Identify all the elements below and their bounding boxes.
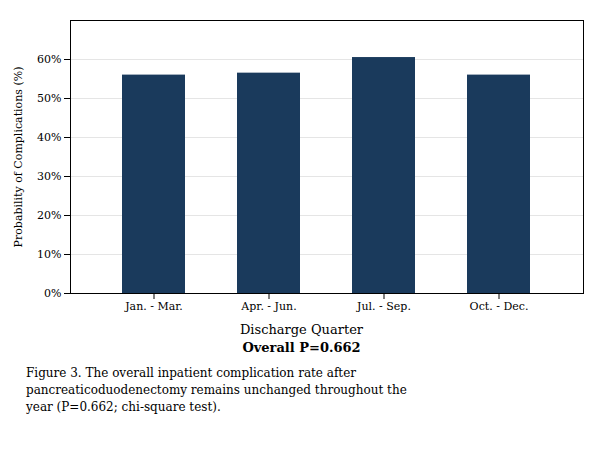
svg-text:50%: 50% xyxy=(37,92,61,105)
svg-text:Apr. - Jun.: Apr. - Jun. xyxy=(240,300,296,313)
svg-text:30%: 30% xyxy=(37,170,61,183)
svg-text:20%: 20% xyxy=(37,209,61,222)
svg-text:60%: 60% xyxy=(37,53,61,66)
html-text:year (P=0.662; chi-square test: year (P=0.662; chi-square test). xyxy=(26,400,221,414)
html-text:Figure 3. The overall inpatien: Figure 3. The overall inpatient complica… xyxy=(26,366,356,380)
svg-text:0%: 0% xyxy=(44,287,61,300)
html-text:pancreaticoduodenectomy remain: pancreaticoduodenectomy remains unchange… xyxy=(26,383,407,397)
svg-text:40%: 40% xyxy=(37,131,61,144)
svg-text:Probability of Complications (: Probability of Complications (%) xyxy=(12,67,25,248)
svg-text:Jul. - Sep.: Jul. - Sep. xyxy=(356,300,411,313)
html-text:Overall P=0.662: Overall P=0.662 xyxy=(242,340,361,355)
svg-text:Oct. - Dec.: Oct. - Dec. xyxy=(470,300,529,313)
svg-text:10%: 10% xyxy=(37,248,61,261)
svg-text:Jan. - Mar.: Jan. - Mar. xyxy=(124,300,183,313)
html-text:Discharge Quarter: Discharge Quarter xyxy=(239,322,364,337)
